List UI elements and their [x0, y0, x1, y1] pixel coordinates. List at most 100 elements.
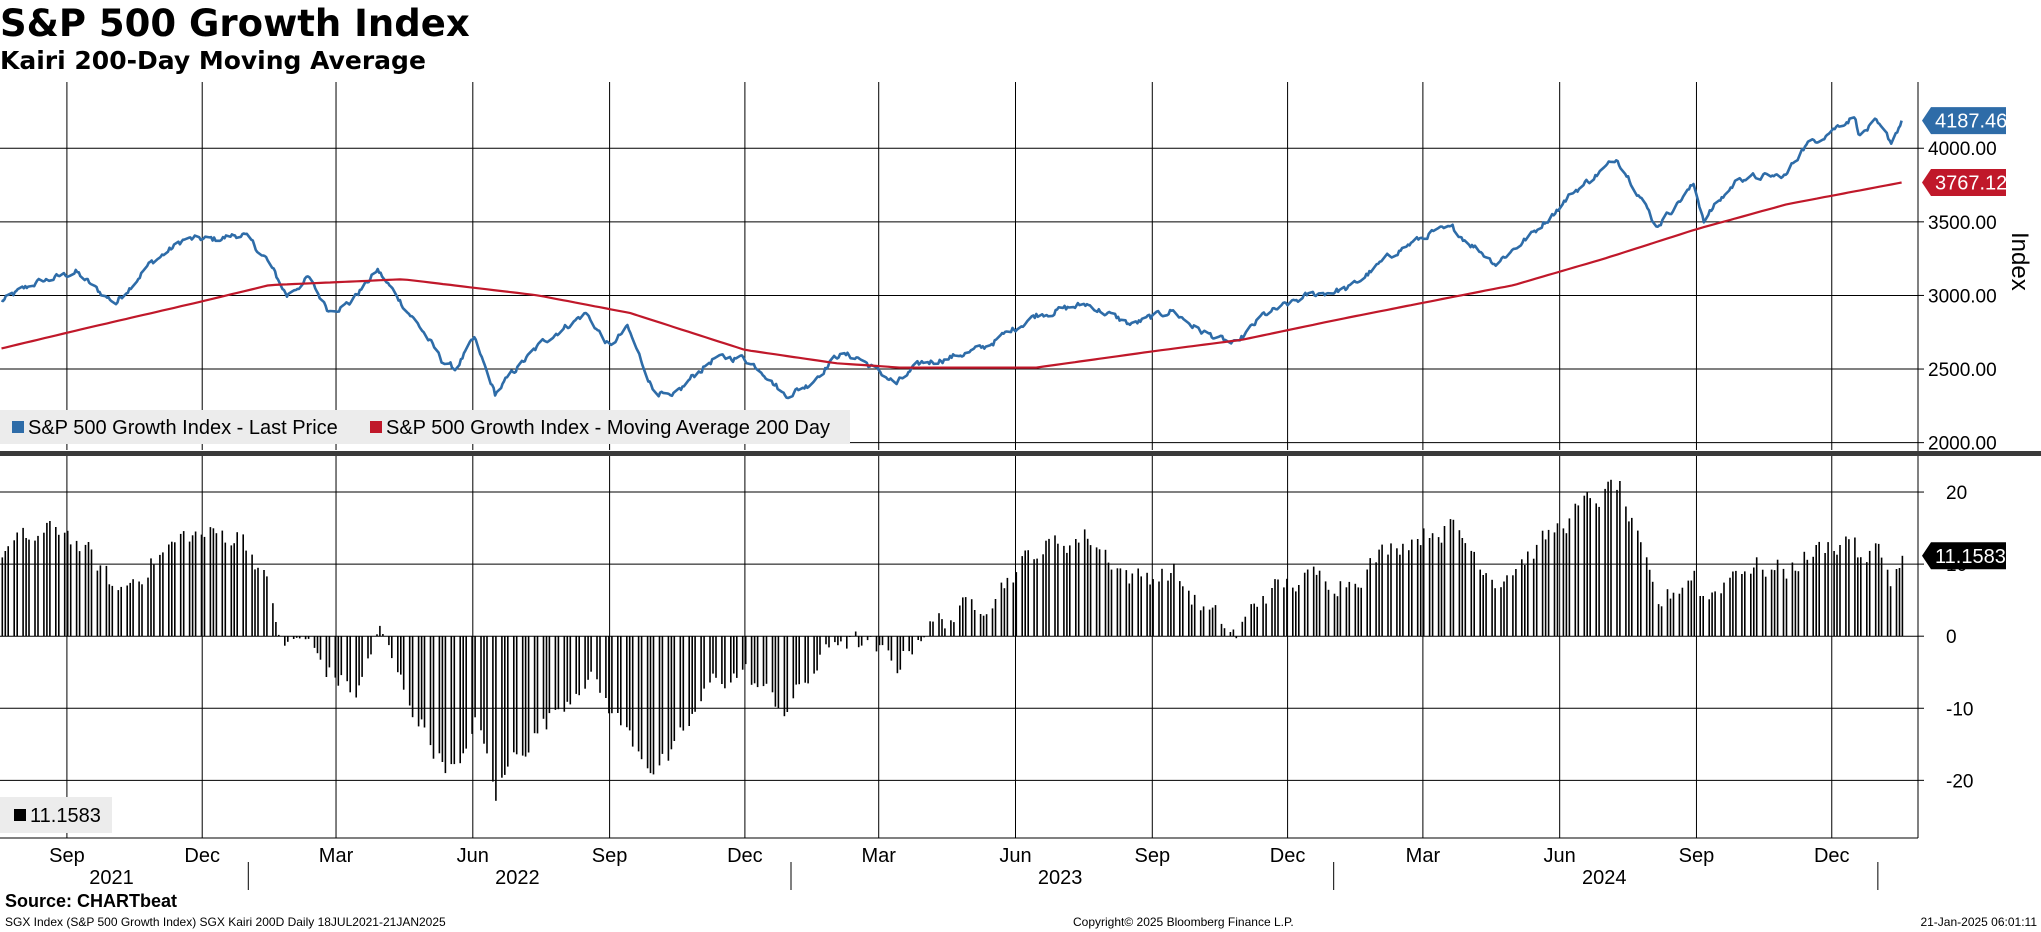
x-month-label: Sep	[1134, 845, 1170, 867]
kairi-bar	[126, 585, 128, 637]
kairi-bar	[1857, 557, 1859, 637]
kairi-bar	[480, 636, 482, 731]
kairi-bar	[1086, 538, 1089, 637]
kairi-bar	[1544, 539, 1547, 637]
kairi-bar	[721, 636, 723, 684]
kairi-bar	[515, 636, 518, 755]
kairi-last-value-tag-label: 11.1583	[1935, 546, 2006, 568]
kairi-bar	[1027, 550, 1029, 637]
kairi-bar	[1616, 489, 1618, 637]
kairi-bar	[1339, 581, 1342, 637]
kairi-bar	[557, 636, 560, 710]
kairi-bar	[87, 542, 90, 637]
kairi-bar	[1732, 571, 1734, 637]
kairi-bar	[159, 554, 161, 637]
kairi-bar	[492, 636, 494, 782]
kairi-bar	[120, 586, 122, 637]
kairi-bar	[837, 636, 839, 646]
kairi-bar	[49, 521, 51, 637]
kairi-bar	[1785, 578, 1788, 637]
price-last-value-tag	[1922, 107, 2006, 135]
kairi-bar	[1574, 503, 1577, 637]
kairi-bar	[513, 636, 515, 753]
kairi-bar	[1131, 573, 1134, 637]
kairi-bar	[13, 540, 15, 637]
kairi-bar	[631, 636, 634, 747]
kairi-bar	[1345, 587, 1348, 637]
kairi-bar	[973, 610, 976, 637]
kairi-bar	[1521, 559, 1523, 637]
kairi-bar	[1648, 569, 1651, 637]
kairi-bar	[1866, 562, 1868, 637]
ma-last-value-tag-label: 3767.12	[1935, 173, 2007, 195]
kairi-bar	[620, 636, 622, 726]
kairi-bar	[982, 615, 985, 637]
y-tick-label: 20	[1946, 483, 1967, 504]
kairi-bar	[1610, 479, 1612, 637]
kairi-bar	[1678, 593, 1681, 637]
kairi-bar	[221, 530, 224, 637]
kairi-bar	[251, 554, 253, 637]
kairi-bar	[658, 636, 661, 766]
kairi-bar	[724, 636, 726, 689]
kairi-bar	[792, 636, 795, 699]
kairi-bar	[1158, 581, 1160, 637]
legend-swatch-price	[12, 421, 24, 433]
x-year-label: 2021	[89, 867, 134, 889]
kairi-bar	[985, 614, 988, 637]
kairi-bar	[1152, 579, 1154, 637]
kairi-bar	[1690, 580, 1693, 637]
kairi-bar	[1711, 592, 1713, 637]
kairi-bar	[1211, 607, 1214, 637]
kairi-bar	[1515, 569, 1517, 637]
kairi-bar	[756, 636, 759, 688]
kairi-bar	[548, 636, 551, 714]
kairi-bar	[1089, 545, 1092, 637]
kairi-bar	[420, 636, 423, 720]
kairi-bar	[215, 533, 218, 637]
kairi-bar	[1532, 558, 1535, 637]
kairi-bar	[1, 557, 4, 637]
legend-label-price: S&P 500 Growth Index - Last Price	[28, 417, 338, 439]
kairi-bar	[346, 636, 348, 682]
kairi-bar	[1702, 596, 1704, 637]
kairi-bar	[129, 582, 131, 637]
kairi-bar	[542, 636, 545, 719]
kairi-bar	[617, 636, 619, 713]
kairi-bar	[1556, 523, 1559, 637]
x-year-label: 2022	[495, 867, 540, 889]
kairi-bar	[590, 636, 592, 672]
kairi-bar	[1229, 632, 1232, 637]
kairi-bar	[599, 636, 601, 693]
kairi-bar	[1012, 582, 1015, 637]
kairi-bar	[795, 636, 797, 685]
kairi-bar	[857, 636, 860, 648]
source-note: Source: CHARTbeat	[5, 891, 178, 911]
price-last-value-tag-label: 4187.46	[1935, 111, 2007, 133]
kairi-bar	[1137, 568, 1139, 637]
x-month-label: Mar	[1406, 845, 1441, 867]
kairi-bar	[1357, 587, 1360, 637]
kairi-bar	[637, 636, 640, 752]
kairi-bar	[63, 532, 66, 637]
kairi-bar	[1182, 586, 1184, 637]
kairi-bar	[1253, 603, 1255, 637]
kairi-bar	[1714, 591, 1716, 637]
kairi-bar	[1741, 574, 1743, 637]
kairi-bar	[962, 597, 964, 637]
kairi-bar	[1886, 569, 1889, 637]
kairi-bar	[46, 522, 48, 637]
kairi-bar	[1547, 529, 1550, 637]
kairi-bar	[1669, 598, 1672, 637]
kairi-bar	[1306, 569, 1309, 637]
kairi-bar	[938, 613, 940, 637]
kairi-bar	[1458, 530, 1461, 637]
kairi-bar	[1286, 578, 1288, 637]
y-tick-label: 2500.00	[1928, 360, 1997, 381]
x-month-label: Dec	[184, 845, 220, 867]
x-month-label: Mar	[861, 845, 896, 867]
kairi-bar	[825, 636, 827, 645]
kairi-bar	[1500, 587, 1502, 637]
kairi-bar	[1794, 570, 1797, 637]
kairi-bar	[554, 636, 557, 710]
